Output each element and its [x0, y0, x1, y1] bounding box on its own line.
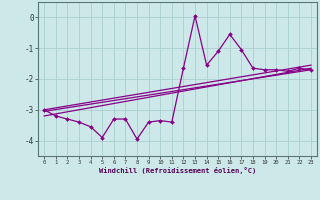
X-axis label: Windchill (Refroidissement éolien,°C): Windchill (Refroidissement éolien,°C)	[99, 167, 256, 174]
